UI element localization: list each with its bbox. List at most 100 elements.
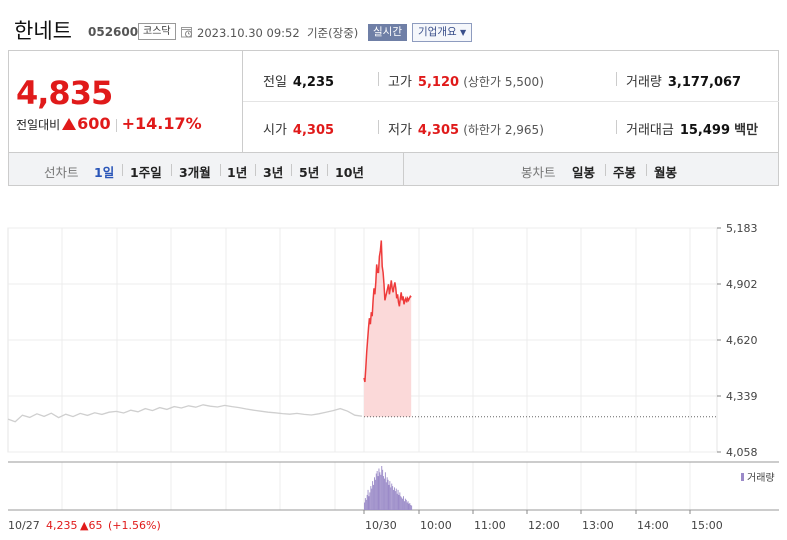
x-tick-label: 10/30 xyxy=(365,519,397,532)
prev-change-label: ▲65 xyxy=(80,519,102,532)
volume-bar xyxy=(411,505,413,510)
volume-bar xyxy=(403,496,404,510)
change-percent: +14.17% xyxy=(121,114,202,133)
volume-bar xyxy=(399,492,401,510)
tab-daily-candle[interactable]: 일봉 xyxy=(572,165,596,180)
volume-bar xyxy=(391,483,393,510)
volume-bar xyxy=(394,487,395,510)
volume-bar xyxy=(367,489,369,510)
volume-bar xyxy=(364,498,366,510)
y-tick-label: 4,902 xyxy=(726,278,758,291)
current-price: 4,835 xyxy=(16,74,113,112)
volume-bar xyxy=(366,494,368,510)
chevron-down-icon: ▼ xyxy=(459,28,467,37)
tab-1-week[interactable]: 1주일 xyxy=(130,165,162,180)
open-cell: 시가 4,305 xyxy=(263,123,335,138)
volume-bar xyxy=(372,481,374,510)
volume-bar xyxy=(378,468,380,510)
change-label: 전일대비 xyxy=(16,118,61,132)
volume-bar xyxy=(387,479,389,510)
up-triangle-icon xyxy=(62,118,77,130)
volume-bar xyxy=(404,501,405,510)
volume-bar xyxy=(393,489,394,510)
volume-bar xyxy=(370,486,372,510)
previous-day-line xyxy=(7,404,363,423)
clock-icon xyxy=(181,27,192,38)
volume-bar xyxy=(376,471,378,510)
intraday-chart[interactable]: 5,183 4,902 4,620 4,339 4,058 거래량 10/30 10:00… xyxy=(0,186,787,540)
volume-bar xyxy=(401,497,403,510)
tab-3-months[interactable]: 3개월 xyxy=(179,165,211,180)
volume-bar xyxy=(384,478,385,510)
stock-header: 한네트 052600 코스닥 2023.10.30 09:52 기준(장중) 실… xyxy=(0,0,787,48)
x-tick-label: 12:00 xyxy=(528,519,560,532)
volume-bars xyxy=(364,466,413,510)
tab-5-years[interactable]: 5년 xyxy=(299,165,320,180)
tab-10-years[interactable]: 10년 xyxy=(335,165,364,180)
volume-bar xyxy=(406,502,408,510)
prev-date-label: 10/27 xyxy=(8,519,40,532)
volume-bar xyxy=(375,473,377,510)
tab-3-years[interactable]: 3년 xyxy=(263,165,284,180)
volume-bar xyxy=(402,498,403,510)
volume-bar xyxy=(383,476,384,510)
volume-bar xyxy=(369,492,371,510)
tab-1-year[interactable]: 1년 xyxy=(227,165,248,180)
y-axis: 5,183 4,902 4,620 4,339 4,058 xyxy=(717,222,758,459)
market-badge: 코스닥 xyxy=(138,23,176,40)
volume-bar xyxy=(373,484,374,510)
x-tick-label: 11:00 xyxy=(474,519,506,532)
prev-close-cell: 전일 4,235 xyxy=(263,75,335,90)
today-price-line xyxy=(363,240,412,383)
tab-weekly-candle[interactable]: 주봉 xyxy=(613,165,637,180)
volume-bar xyxy=(390,487,392,510)
volume-bar xyxy=(409,503,411,510)
x-tick-label: 13:00 xyxy=(582,519,614,532)
volume-bar xyxy=(368,496,370,510)
volume-bar xyxy=(410,505,412,510)
company-info-dropdown[interactable]: 기업개요 ▼ xyxy=(412,23,473,42)
x-tick-label: 14:00 xyxy=(637,519,669,532)
low-cell: 저가 4,305 (하한가 2,965) xyxy=(388,123,544,138)
high-cell: 고가 5,120 (상한가 5,500) xyxy=(388,75,544,90)
quote-panel: 4,835 전일대비 600 +14.17% 전일 4,235 시가 4,305 고가 5… xyxy=(8,50,779,152)
volume-bar xyxy=(394,491,396,510)
volume-cell: 거래량 3,177,067 xyxy=(626,75,742,90)
volume-bar xyxy=(385,482,387,510)
volume-legend: 거래량 xyxy=(747,472,775,484)
volume-bar xyxy=(384,472,386,510)
realtime-button[interactable]: 실시간 xyxy=(368,24,407,41)
x-tick-label: 15:00 xyxy=(691,519,723,532)
chart-grid xyxy=(7,227,718,510)
volume-bar xyxy=(396,493,398,510)
line-chart-label: 선차트 xyxy=(44,165,79,180)
volume-bar xyxy=(381,466,383,510)
volume-bar xyxy=(408,503,410,510)
volume-bar xyxy=(371,488,373,510)
volume-bar xyxy=(398,494,400,510)
stock-name: 한네트 xyxy=(14,19,72,43)
volume-bar xyxy=(377,476,379,510)
candle-chart-label: 봉차트 xyxy=(521,165,556,180)
current-price-box: 4,835 전일대비 600 +14.17% xyxy=(9,51,243,152)
volume-bar xyxy=(407,501,409,510)
volume-bar xyxy=(374,477,375,510)
y-tick-label: 4,058 xyxy=(726,446,758,459)
y-tick-label: 5,183 xyxy=(726,222,758,235)
volume-bar xyxy=(374,479,376,510)
volume-bar xyxy=(404,498,406,510)
today-area-fill xyxy=(364,240,412,417)
volume-bar xyxy=(388,484,390,510)
x-axis: 10/30 10:00 11:00 12:00 13:00 14:00 15:00 xyxy=(363,510,723,532)
volume-bar xyxy=(400,496,402,510)
tab-monthly-candle[interactable]: 월봉 xyxy=(654,165,678,180)
volume-bar xyxy=(379,472,381,510)
volume-bar xyxy=(389,481,391,510)
prev-close-label: 4,235 xyxy=(46,519,78,532)
tab-1-day[interactable]: 1일 xyxy=(94,165,115,180)
volume-bar xyxy=(365,499,367,510)
change-row: 전일대비 600 +14.17% xyxy=(16,114,202,133)
volume-bar xyxy=(405,499,407,510)
stock-code: 052600 xyxy=(88,25,139,39)
y-tick-label: 4,620 xyxy=(726,334,758,347)
